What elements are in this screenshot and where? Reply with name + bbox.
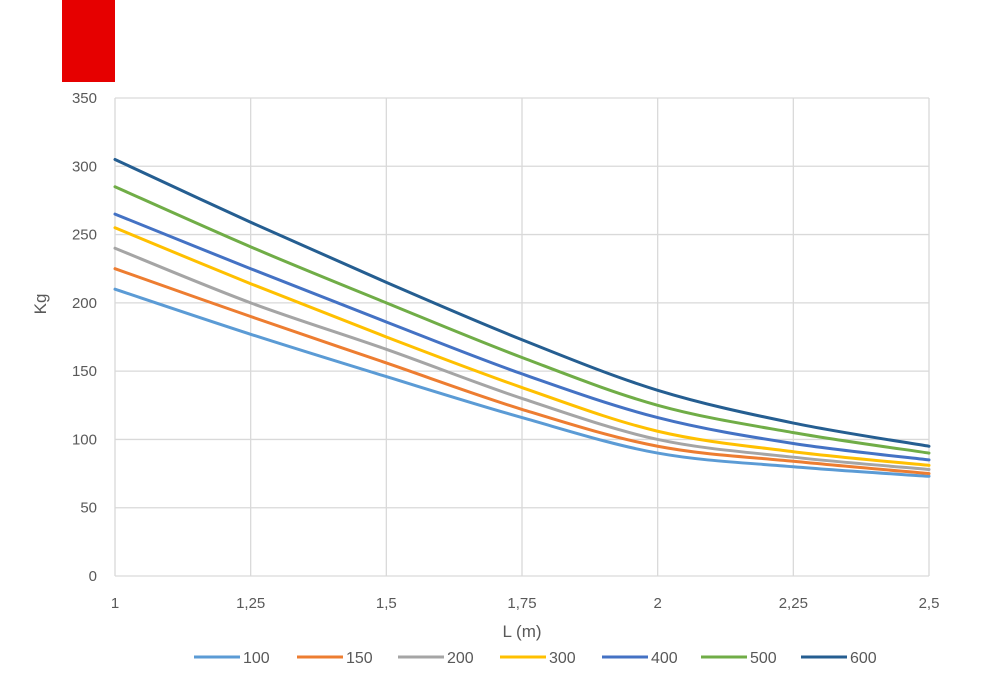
series-lines	[113, 157, 931, 478]
series-line-400	[113, 212, 931, 462]
series-line-500	[113, 185, 931, 455]
red-marker-block	[62, 0, 115, 82]
series-line-100	[113, 287, 931, 478]
y-axis-label: Kg	[31, 294, 50, 315]
y-tick-label: 50	[80, 500, 97, 517]
y-tick-label: 0	[89, 568, 97, 585]
legend-label: 600	[850, 650, 877, 667]
x-tick-label: 2	[653, 595, 661, 612]
legend-item-500: 500	[701, 650, 777, 667]
y-tick-label: 250	[72, 227, 97, 244]
tick-labels: 0 50 100 150 200 250 300 350 1 1,25 1,5 1,75 2 2,25 2,…	[72, 90, 939, 612]
y-tick-label: 200	[72, 295, 97, 312]
series-line-600	[113, 157, 931, 448]
legend-label: 150	[346, 650, 373, 667]
legend-item-200: 200	[398, 650, 474, 667]
legend-label: 300	[549, 650, 576, 667]
legend-label: 200	[447, 650, 474, 667]
x-tick-label: 1	[111, 595, 119, 612]
x-tick-label: 2,5	[919, 595, 940, 612]
legend-label: 100	[243, 650, 270, 667]
x-axis-label: L (m)	[502, 622, 541, 641]
series-line-300	[113, 226, 931, 467]
legend-item-600: 600	[801, 650, 877, 667]
x-tick-label: 1,25	[236, 595, 265, 612]
legend-label: 500	[750, 650, 777, 667]
series-line-150	[113, 267, 931, 476]
legend-item-100: 100	[194, 650, 270, 667]
x-tick-label: 1,75	[507, 595, 536, 612]
y-tick-label: 150	[72, 363, 97, 380]
legend-label: 400	[651, 650, 678, 667]
legend-item-300: 300	[500, 650, 576, 667]
legend: 100 150 200 300 400 500 600	[194, 650, 877, 667]
y-tick-label: 350	[72, 90, 97, 107]
x-tick-label: 1,5	[376, 595, 397, 612]
series-line-200	[113, 246, 931, 471]
legend-item-400: 400	[602, 650, 678, 667]
x-tick-label: 2,25	[779, 595, 808, 612]
legend-item-150: 150	[297, 650, 373, 667]
y-tick-label: 100	[72, 431, 97, 448]
y-tick-label: 300	[72, 158, 97, 175]
grid	[114, 97, 930, 577]
